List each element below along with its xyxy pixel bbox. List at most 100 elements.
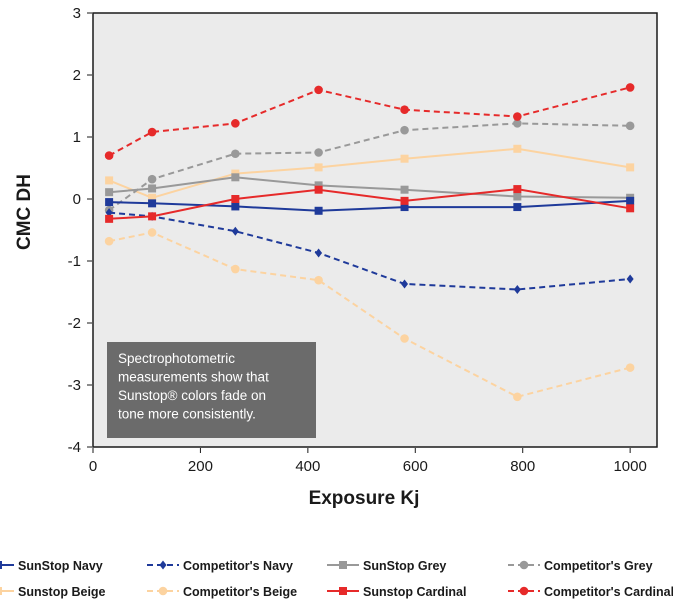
- x-tick-label: 800: [510, 458, 535, 475]
- data-point: [147, 174, 157, 184]
- y-tick-label: -3: [68, 377, 81, 394]
- data-point: [148, 184, 157, 193]
- data-point: [315, 248, 323, 258]
- data-point: [314, 85, 323, 95]
- data-point: [513, 144, 522, 153]
- data-point: [314, 148, 323, 157]
- y-tick-label: 1: [73, 129, 81, 146]
- annotation-text: Spectrophotometric measurements show that…: [118, 351, 269, 422]
- legend-swatch-marker: [159, 560, 167, 570]
- legend-swatch-marker: [339, 561, 347, 569]
- y-tick-label: 0: [73, 191, 81, 208]
- legend-label: SunStop Grey: [363, 559, 446, 573]
- x-tick-label: 400: [295, 458, 320, 475]
- series-layer: [104, 83, 635, 402]
- data-point: [231, 119, 240, 128]
- legend-item: Sunstop Beige: [0, 585, 106, 599]
- legend-label: Sunstop Cardinal: [363, 585, 466, 599]
- legend-swatch-marker: [339, 587, 347, 595]
- y-tick-label: 3: [73, 5, 81, 22]
- legend-label: Competitor's Grey: [544, 559, 653, 573]
- data-point: [513, 112, 522, 121]
- data-point: [231, 173, 240, 182]
- data-point: [147, 127, 157, 137]
- x-tick-label: 1000: [613, 458, 646, 475]
- data-point: [314, 206, 323, 215]
- data-point: [513, 192, 522, 201]
- x-axis-title: Exposure Kj: [309, 488, 420, 509]
- x-tick-label: 200: [188, 458, 213, 475]
- legend-swatch-marker: [0, 561, 2, 569]
- data-point: [400, 105, 409, 115]
- data-point: [314, 163, 323, 172]
- x-tick-label: 600: [403, 458, 428, 475]
- data-point: [148, 212, 157, 221]
- annotation-background: [107, 342, 316, 438]
- data-point: [625, 363, 635, 372]
- data-point: [626, 274, 634, 284]
- data-point: [231, 202, 240, 211]
- legend-swatch-marker: [158, 586, 168, 596]
- legend: SunStop Navy Competitor's Navy SunStop Gre…: [0, 559, 673, 599]
- legend-item: Competitor's Grey: [508, 559, 653, 573]
- data-point: [231, 195, 240, 203]
- y-tick-label: -4: [68, 439, 81, 456]
- data-point: [513, 185, 522, 194]
- data-point: [626, 163, 635, 172]
- y-axis: 3 2 1 0 -1 -2 -3 -4: [68, 5, 92, 456]
- legend-label: Competitor's Navy: [183, 559, 293, 573]
- data-point: [231, 149, 240, 159]
- legend-item: Competitor's Navy: [147, 559, 293, 573]
- data-point: [625, 83, 635, 92]
- legend-swatch-marker: [519, 560, 529, 570]
- data-point: [104, 236, 114, 246]
- data-point: [148, 193, 157, 202]
- data-point: [105, 176, 114, 185]
- series-competitor-s-cardinal: [104, 83, 635, 160]
- legend-label: Competitor's Cardinal: [544, 585, 673, 599]
- data-point: [626, 196, 635, 205]
- data-point: [105, 214, 114, 223]
- annotation-line: measurements show that: [118, 370, 269, 385]
- legend-label: SunStop Navy: [18, 559, 103, 573]
- data-point: [513, 203, 522, 212]
- data-point: [401, 279, 409, 289]
- legend-swatch-marker: [519, 586, 529, 596]
- legend-item: SunStop Grey: [327, 559, 446, 573]
- data-point: [513, 285, 521, 295]
- data-point: [400, 125, 409, 135]
- data-point: [400, 203, 409, 212]
- legend-item: Sunstop Cardinal: [327, 585, 466, 599]
- annotation-line: Spectrophotometric: [118, 351, 235, 366]
- data-point: [400, 196, 409, 205]
- legend-swatch-marker: [0, 587, 2, 595]
- data-point: [105, 188, 114, 197]
- y-axis-title: CMC DH: [14, 174, 35, 250]
- data-point: [147, 228, 157, 237]
- data-point: [314, 185, 323, 194]
- y-tick-label: 2: [73, 67, 81, 84]
- data-point: [314, 181, 323, 190]
- y-tick-label: -2: [68, 315, 81, 332]
- y-tick-label: -1: [68, 253, 81, 270]
- data-point: [314, 275, 323, 285]
- annotation-line: Sunstop® colors fade on: [118, 388, 266, 403]
- x-axis: 0 200 400 600 800 1000: [89, 448, 647, 475]
- data-point: [400, 185, 409, 194]
- data-point: [148, 199, 157, 208]
- data-point: [104, 151, 114, 160]
- data-point: [513, 392, 522, 402]
- data-point: [400, 154, 409, 163]
- series-competitor-s-beige: [104, 228, 635, 402]
- data-point: [105, 198, 114, 207]
- legend-label: Sunstop Beige: [18, 585, 106, 599]
- series-competitor-s-grey: [104, 119, 635, 215]
- legend-item: SunStop Navy: [0, 559, 103, 573]
- x-tick-label: 0: [89, 458, 97, 475]
- series-sunstop-navy: [105, 196, 635, 215]
- legend-item: Competitor's Cardinal: [508, 585, 673, 599]
- data-point: [626, 204, 635, 213]
- data-point: [513, 119, 522, 128]
- legend-label: Competitor's Beige: [183, 585, 297, 599]
